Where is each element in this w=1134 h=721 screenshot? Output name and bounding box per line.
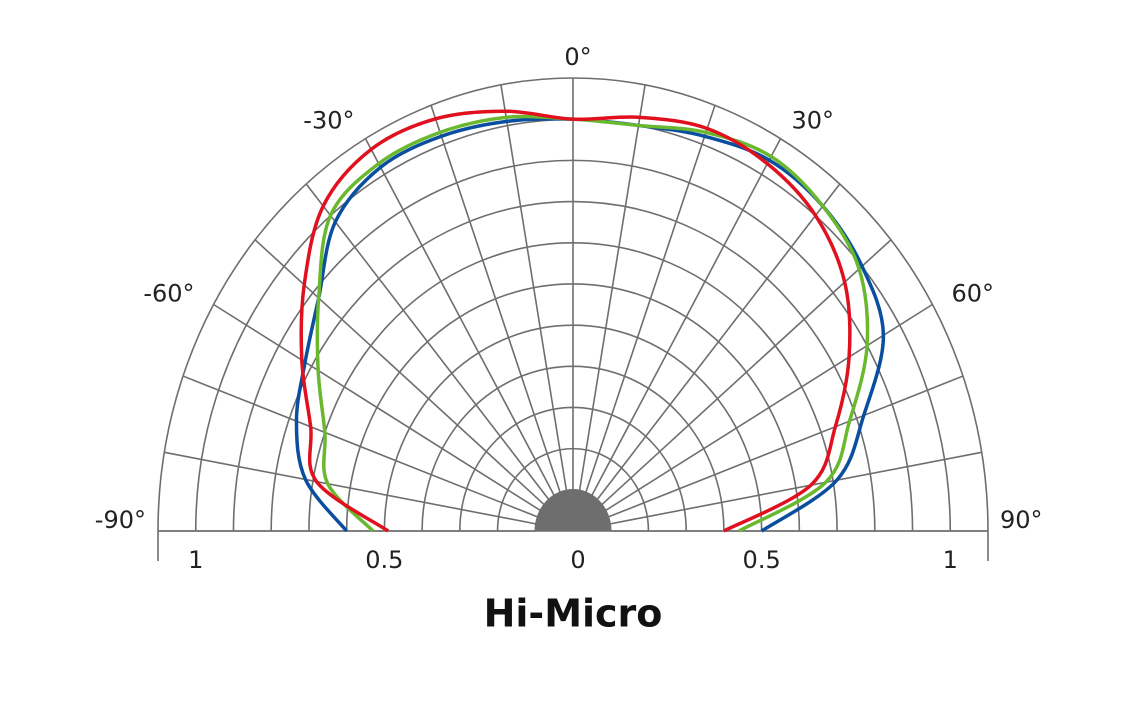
chart-title: Hi-Micro <box>484 592 663 636</box>
r-tick-label: 0.5 <box>365 546 403 574</box>
ring <box>308 242 838 532</box>
r-tick-label: 0 <box>570 546 585 574</box>
theta-tick-label: 0° <box>564 43 591 71</box>
theta-tick-label: 30° <box>792 106 835 134</box>
ring <box>383 324 763 532</box>
ring <box>496 447 650 532</box>
ring <box>459 406 687 532</box>
series-line <box>299 109 852 533</box>
ring <box>345 283 801 532</box>
series-line <box>294 117 886 533</box>
theta-tick-label: 90° <box>1000 506 1043 534</box>
ring <box>421 365 725 532</box>
theta-tick-label: 60° <box>951 280 994 308</box>
ring <box>270 200 876 532</box>
theta-tick-label: -60° <box>143 280 194 308</box>
ring <box>157 77 989 532</box>
ring <box>232 159 914 532</box>
theta-tick-label: -90° <box>95 506 146 534</box>
theta-tick-label: -30° <box>303 106 354 134</box>
r-tick-label: 0.5 <box>743 546 781 574</box>
center-disc <box>535 489 611 531</box>
r-tick-label: 1 <box>943 546 958 574</box>
r-tick-label: 1 <box>188 546 203 574</box>
